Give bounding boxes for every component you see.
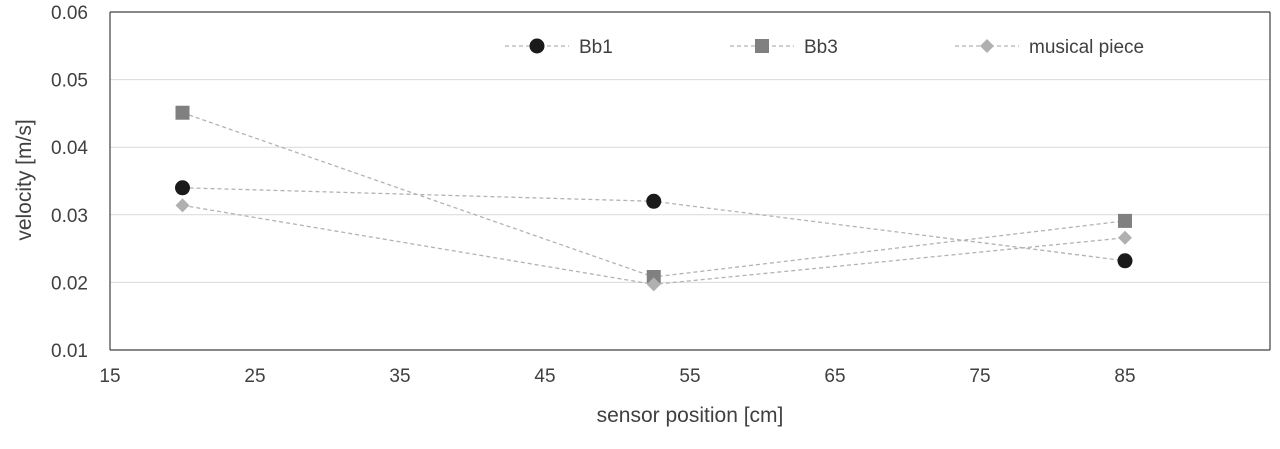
legend-item: Bb1 <box>505 37 613 58</box>
data-point-square <box>175 105 190 120</box>
x-tick-label: 65 <box>824 366 845 387</box>
x-tick-label: 85 <box>1114 366 1135 387</box>
legend: Bb1 Bb3 musical piece <box>505 37 1144 58</box>
y-tick-label: 0.01 <box>51 341 88 362</box>
axes <box>109 11 1271 351</box>
legend-label: Bb1 <box>579 37 613 58</box>
y-tick-label: 0.04 <box>51 138 88 159</box>
y-tick-label: 0.06 <box>51 3 88 24</box>
legend-item: musical piece <box>955 37 1144 58</box>
series-group <box>175 105 1133 292</box>
x-tick-label: 55 <box>679 366 700 387</box>
x-tick-label: 35 <box>389 366 410 387</box>
data-point-diamond <box>175 198 190 213</box>
data-point-diamond <box>646 277 661 292</box>
legend-label: musical piece <box>1029 37 1144 58</box>
data-point-square <box>1118 213 1132 228</box>
y-tick-labels: 0.01 0.02 0.03 0.04 0.05 0.06 <box>51 3 88 362</box>
legend-marker-circle <box>529 38 545 54</box>
y-tick-label: 0.03 <box>51 206 88 227</box>
x-tick-label: 15 <box>99 366 120 387</box>
y-tick-label: 0.02 <box>51 273 88 294</box>
series-bb3 <box>175 105 1132 284</box>
y-axis-title: velocity [m/s] <box>13 119 36 240</box>
data-point-circle <box>1117 253 1133 269</box>
data-point-diamond <box>1118 230 1132 245</box>
x-tick-label: 25 <box>244 366 265 387</box>
data-point-circle <box>646 193 662 209</box>
x-axis-title: sensor position [cm] <box>597 404 784 427</box>
legend-marker-diamond <box>980 39 994 53</box>
x-tick-label: 75 <box>969 366 990 387</box>
legend-item: Bb3 <box>730 37 838 58</box>
legend-label: Bb3 <box>804 37 838 58</box>
x-tick-label: 45 <box>534 366 555 387</box>
data-point-circle <box>175 180 190 196</box>
x-tick-labels: 15 25 35 45 55 65 75 85 <box>99 366 1135 387</box>
data-point-square <box>646 269 661 284</box>
series-bb1 <box>175 180 1133 269</box>
legend-marker-square <box>755 39 769 53</box>
y-tick-label: 0.05 <box>51 71 88 92</box>
series-musical-piece <box>175 198 1132 292</box>
